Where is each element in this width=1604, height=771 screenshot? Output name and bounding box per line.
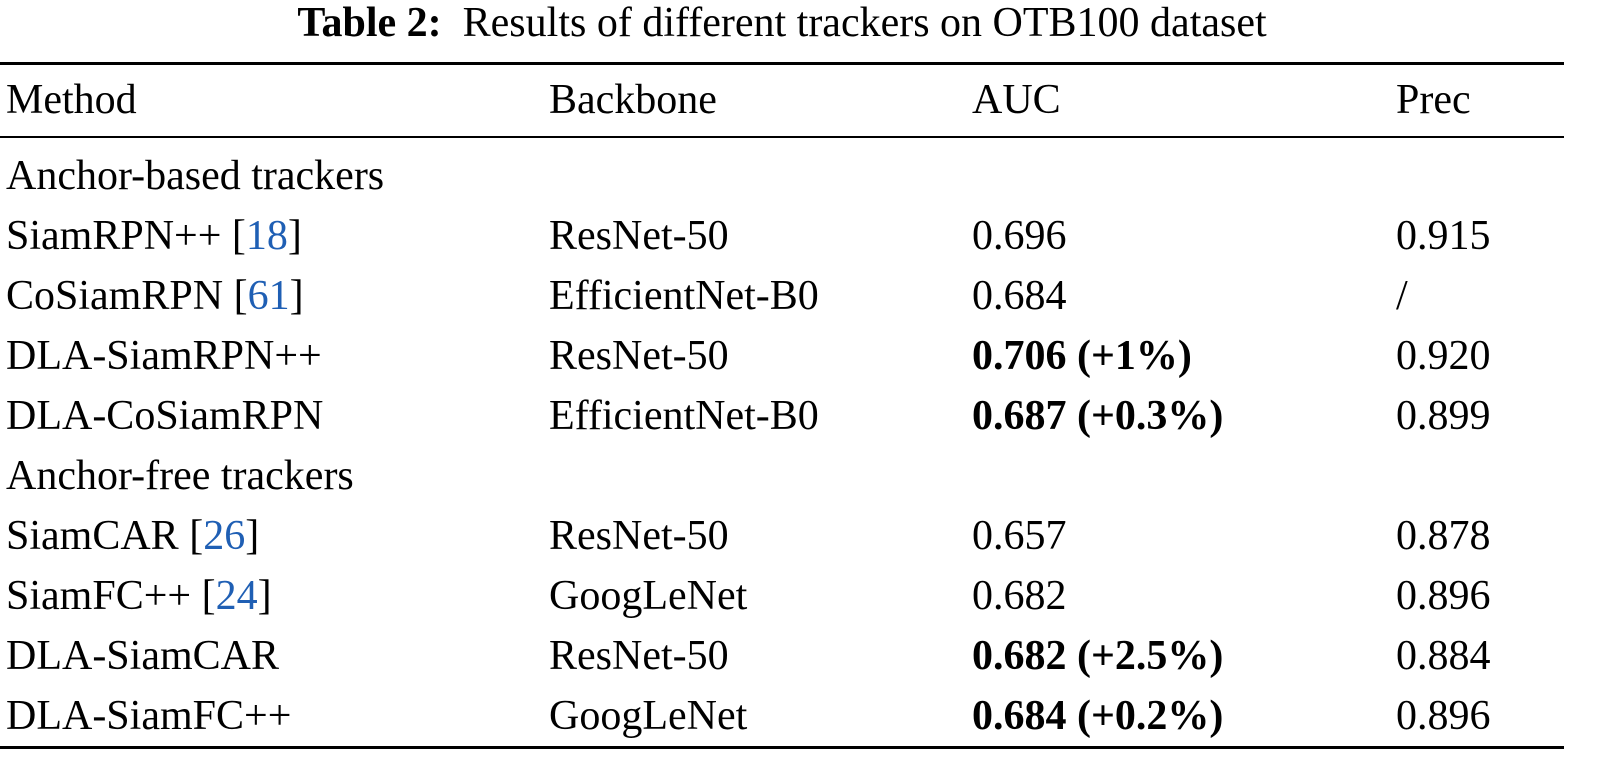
method-name: DLA-SiamCAR <box>6 633 279 679</box>
citation: 24 <box>215 573 258 619</box>
method-name: SiamRPN++ <box>6 213 222 259</box>
top-rule <box>0 62 1564 65</box>
auc-cell: 0.684 (+0.2%) <box>972 693 1224 739</box>
backbone-cell: ResNet-50 <box>549 633 729 679</box>
backbone-cell: GoogLeNet <box>549 693 748 739</box>
backbone-cell: GoogLeNet <box>549 573 748 619</box>
method-name: DLA-CoSiamRPN <box>6 393 324 439</box>
method-name: CoSiamRPN <box>6 273 224 319</box>
caption-text: Results of different trackers on OTB100 … <box>462 0 1267 46</box>
caption-label: Table 2: <box>297 0 442 46</box>
citation-bracket: ] <box>287 213 302 259</box>
header-cell: Prec <box>1396 77 1471 123</box>
method-name: DLA-SiamFC++ <box>6 693 292 739</box>
prec-cell: 0.899 <box>1396 393 1491 439</box>
auc-cell: 0.687 (+0.3%) <box>972 393 1224 439</box>
bottom-rule <box>0 746 1564 749</box>
prec-cell: 0.884 <box>1396 633 1491 679</box>
backbone-cell: EfficientNet-B0 <box>549 393 819 439</box>
backbone-cell: ResNet-50 <box>549 213 729 259</box>
auc-cell: 0.682 (+2.5%) <box>972 633 1224 679</box>
citation-bracket: [ <box>231 213 246 259</box>
citation-bracket: [ <box>189 513 204 559</box>
header-cell: AUC <box>972 77 1061 123</box>
citation-bracket: [ <box>201 573 216 619</box>
auc-cell: 0.657 <box>972 513 1067 559</box>
header-cell: Method <box>6 77 137 123</box>
citation-bracket: [ <box>233 273 248 319</box>
citation: 61 <box>247 273 290 319</box>
prec-cell: 0.896 <box>1396 573 1491 619</box>
prec-cell: / <box>1396 273 1408 319</box>
group-label: Anchor-based trackers <box>6 153 385 199</box>
auc-cell: 0.696 <box>972 213 1067 259</box>
citation-bracket: ] <box>289 273 304 319</box>
mid-rule <box>0 136 1564 138</box>
method-cell: SiamRPN++ [18] <box>6 211 302 261</box>
method-cell: DLA-SiamRPN++ <box>6 331 322 381</box>
backbone-cell: ResNet-50 <box>549 513 729 559</box>
group-label: Anchor-free trackers <box>6 453 354 499</box>
caption: Table 2: Results of different trackers o… <box>0 0 1564 46</box>
auc-cell: 0.684 <box>972 273 1067 319</box>
citation-bracket: ] <box>257 573 272 619</box>
method-cell: SiamFC++ [24] <box>6 571 272 621</box>
backbone-cell: EfficientNet-B0 <box>549 273 819 319</box>
prec-cell: 0.896 <box>1396 693 1491 739</box>
backbone-cell: ResNet-50 <box>549 333 729 379</box>
method-name: DLA-SiamRPN++ <box>6 333 322 379</box>
header-cell: Backbone <box>549 77 717 123</box>
prec-cell: 0.878 <box>1396 513 1491 559</box>
method-cell: CoSiamRPN [61] <box>6 271 304 321</box>
auc-cell: 0.706 (+1%) <box>972 333 1192 379</box>
prec-cell: 0.920 <box>1396 333 1491 379</box>
method-cell: SiamCAR [26] <box>6 511 259 561</box>
method-cell: DLA-SiamFC++ <box>6 691 291 741</box>
citation-bracket: ] <box>245 513 260 559</box>
method-name: SiamCAR <box>6 513 179 559</box>
prec-cell: 0.915 <box>1396 213 1491 259</box>
citation: 18 <box>245 213 288 259</box>
auc-cell: 0.682 <box>972 573 1067 619</box>
method-cell: DLA-CoSiamRPN <box>6 391 323 441</box>
method-name: SiamFC++ <box>6 573 192 619</box>
method-cell: DLA-SiamCAR <box>6 631 279 681</box>
citation: 26 <box>203 513 246 559</box>
